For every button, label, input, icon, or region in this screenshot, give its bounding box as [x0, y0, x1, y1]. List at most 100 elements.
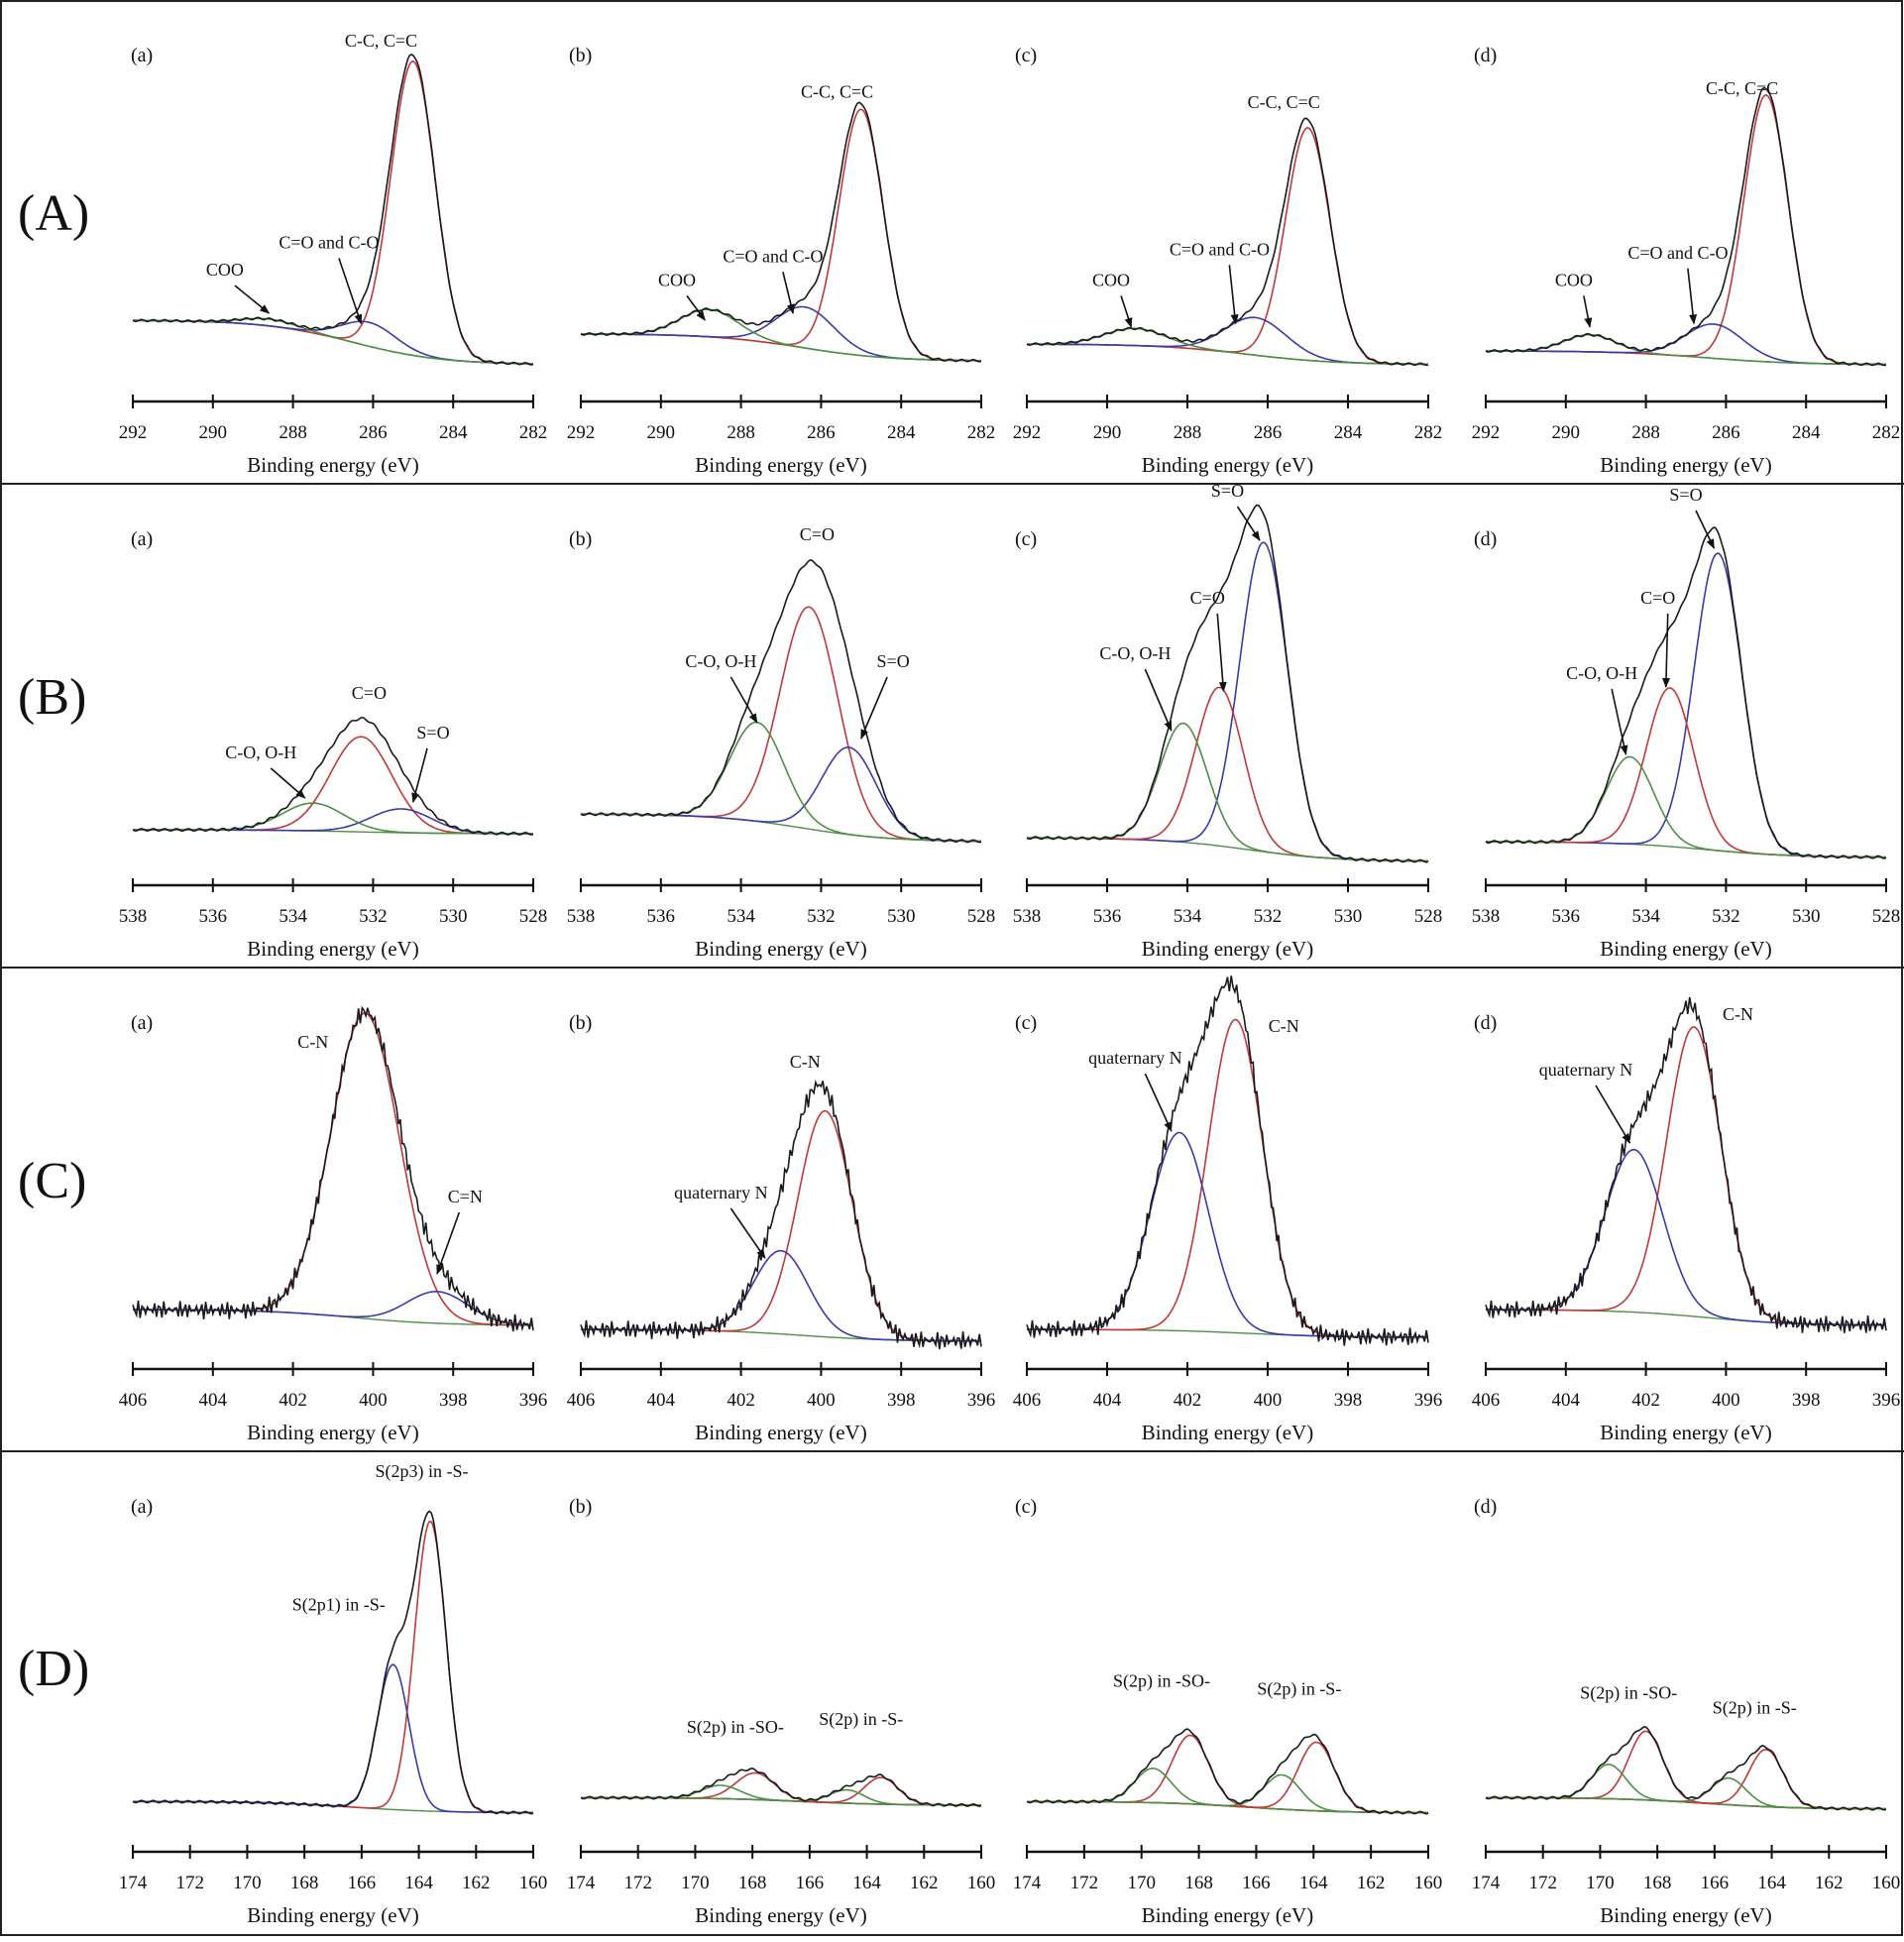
x-tick-label: 164 [852, 1873, 881, 1893]
panel-label: (c) [1015, 45, 1037, 66]
peak-annotation: C-O, O-H [225, 743, 296, 762]
row-c: (C) (a) 406 404 402 400 398 396 Binding energy (… [18, 975, 1900, 1444]
panel-label: (a) [131, 45, 153, 66]
row-label: (A) [18, 185, 89, 242]
x-tick-label: 160 [1872, 1873, 1901, 1893]
background-line [1027, 837, 1428, 862]
annotation-arrow [1236, 506, 1261, 541]
x-tick-label: 170 [1586, 1873, 1615, 1893]
x-tick-label: 168 [738, 1873, 767, 1893]
fit-component [581, 1249, 981, 1342]
fit-component [1486, 1148, 1886, 1326]
row-a: (A) (a) 292 290 288 286 284 282 Binding energy (… [18, 31, 1900, 477]
x-tick-label: 174 [567, 1873, 596, 1893]
x-tick-label: 284 [1334, 422, 1363, 443]
peak-annotation: C-N [297, 1032, 328, 1052]
peak-annotation: S(2p) in -SO- [1113, 1671, 1210, 1692]
x-tick-label: 160 [519, 1873, 548, 1893]
x-tick-label: 528 [519, 906, 548, 927]
x-axis-label: Binding energy (eV) [1142, 937, 1313, 961]
x-tick-label: 530 [439, 906, 468, 927]
background-line [581, 333, 981, 362]
annotation-arrow [1611, 688, 1628, 755]
annotation-arrow [782, 272, 795, 314]
fit-component [133, 802, 533, 835]
x-tick-label: 400 [1712, 1390, 1740, 1411]
panel-label: (b) [569, 528, 592, 550]
fit-component [1027, 327, 1428, 366]
panel-label: (d) [1474, 528, 1497, 550]
fit-component [581, 606, 981, 843]
x-tick-label: 166 [1242, 1873, 1271, 1893]
annotation-arrow [1662, 613, 1671, 688]
x-tick-label: 400 [807, 1390, 836, 1411]
peak-annotation: COO [658, 270, 696, 289]
x-tick-label: 532 [1712, 906, 1740, 927]
annotation-arrow [270, 767, 306, 799]
x-tick-label: 174 [119, 1873, 148, 1893]
peak-annotation: quaternary N [1539, 1060, 1632, 1080]
panel-c: (c) 292 290 288 286 284 282 Binding energy (eV)… [1013, 45, 1443, 477]
peak-annotation: COO [1555, 270, 1593, 289]
spectrum-line [1026, 975, 1429, 1346]
peak-annotation: C=O [352, 683, 387, 703]
spectrum-line [580, 101, 982, 363]
peak-annotation: S(2p) in -S- [1257, 1678, 1341, 1699]
x-tick-label: 402 [727, 1390, 755, 1411]
spectrum-line [1026, 1728, 1429, 1815]
peak-annotation: S=O [1211, 481, 1244, 501]
peak-annotation: C=O and C-O [1627, 243, 1728, 263]
peak-annotation: C=O [1190, 588, 1225, 608]
fit-component [133, 59, 533, 365]
x-tick-label: 284 [887, 422, 916, 443]
fit-component [1027, 1773, 1429, 1814]
x-tick-label: 404 [1552, 1390, 1581, 1411]
x-tick-label: 406 [119, 1390, 148, 1411]
panel-c: (c) 538 536 534 532 530 528 Binding energy (eV)… [1013, 481, 1443, 961]
x-tick-label: 290 [1552, 422, 1581, 443]
fit-component [581, 1109, 981, 1342]
x-tick-label: 536 [199, 906, 228, 927]
fit-component [1027, 722, 1428, 862]
x-tick-label: 164 [1299, 1873, 1328, 1893]
x-tick-label: 282 [519, 422, 548, 443]
row-d: (D) (a) 174 172 170 168 166 164 162 160 Binding en… [18, 1461, 1900, 1927]
x-tick-label: 404 [1093, 1390, 1122, 1411]
annotation-arrow [234, 285, 271, 314]
x-tick-label: 404 [199, 1390, 228, 1411]
x-axis-label: Binding energy (eV) [1600, 1903, 1771, 1927]
panel-label: (c) [1015, 528, 1037, 550]
x-tick-label: 396 [1414, 1390, 1443, 1411]
x-tick-label: 166 [796, 1873, 825, 1893]
x-tick-label: 402 [279, 1390, 307, 1411]
peak-annotation: C=O and C-O [723, 246, 823, 266]
x-tick-label: 534 [279, 906, 307, 927]
peak-annotation: S(2p3) in -S- [375, 1461, 468, 1482]
spectrum-line [132, 1510, 534, 1815]
row-label: (D) [18, 1641, 89, 1697]
peak-annotation: C-N [1723, 1004, 1753, 1024]
x-tick-label: 162 [1815, 1873, 1844, 1893]
x-tick-label: 398 [439, 1390, 468, 1411]
x-tick-label: 534 [1631, 906, 1660, 927]
x-tick-label: 528 [967, 906, 996, 927]
panel-b: (b) 406 404 402 400 398 396 Binding energy (eV)… [567, 1012, 996, 1444]
peak-annotation: C-O, O-H [1099, 643, 1171, 663]
peak-annotation: COO [206, 260, 244, 280]
peak-annotation: S=O [877, 651, 910, 671]
x-tick-label: 398 [1792, 1390, 1821, 1411]
x-tick-label: 400 [359, 1390, 388, 1411]
x-tick-label: 282 [967, 422, 996, 443]
panel-d: (d) 174 172 170 168 166 164 162 160 Binding energ… [1472, 1496, 1901, 1927]
panel-b: (b) 292 290 288 286 284 282 Binding energy (eV)… [567, 45, 996, 477]
x-tick-label: 396 [1872, 1390, 1901, 1411]
x-tick-label: 162 [462, 1873, 491, 1893]
peak-annotation: C-C, C=C [1706, 78, 1778, 98]
x-axis-label: Binding energy (eV) [695, 937, 866, 961]
annotation-arrow [1583, 295, 1593, 328]
annotation-arrow [1228, 265, 1239, 325]
panel-b: (b) 174 172 170 168 166 164 162 160 Binding energ… [567, 1496, 996, 1927]
x-tick-label: 166 [348, 1873, 377, 1893]
x-tick-label: 288 [727, 422, 755, 443]
fit-component [133, 1012, 533, 1326]
